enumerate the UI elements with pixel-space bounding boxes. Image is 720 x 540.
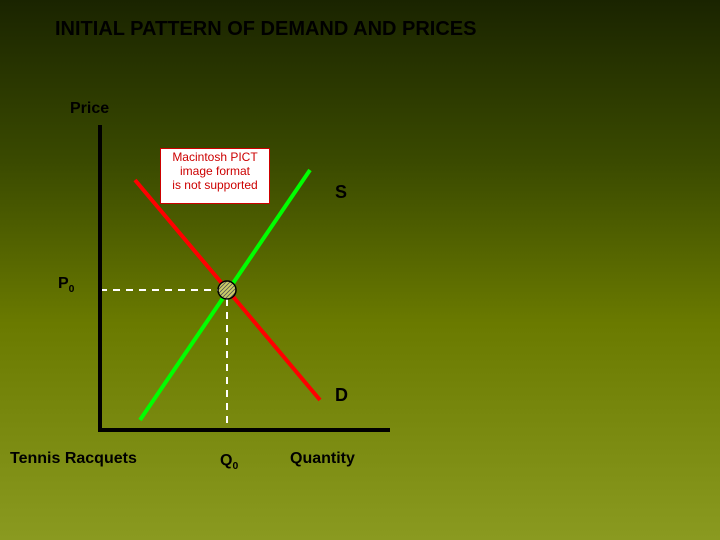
pict-line3: is not supported (172, 178, 257, 192)
pict-line1: Macintosh PICT (172, 150, 257, 164)
pict-placeholder: Macintosh PICT image format is not suppo… (160, 148, 270, 204)
equilibrium-point (218, 281, 236, 299)
pict-line2: image format (180, 164, 250, 178)
supply-demand-chart (0, 0, 720, 540)
